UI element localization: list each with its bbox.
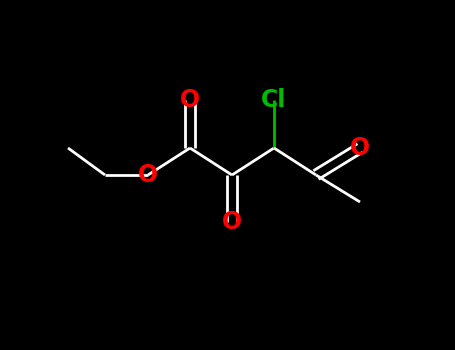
Text: O: O bbox=[138, 163, 158, 187]
Text: Cl: Cl bbox=[261, 88, 287, 112]
Text: O: O bbox=[350, 136, 370, 160]
Text: O: O bbox=[222, 210, 242, 234]
Text: O: O bbox=[180, 88, 200, 112]
